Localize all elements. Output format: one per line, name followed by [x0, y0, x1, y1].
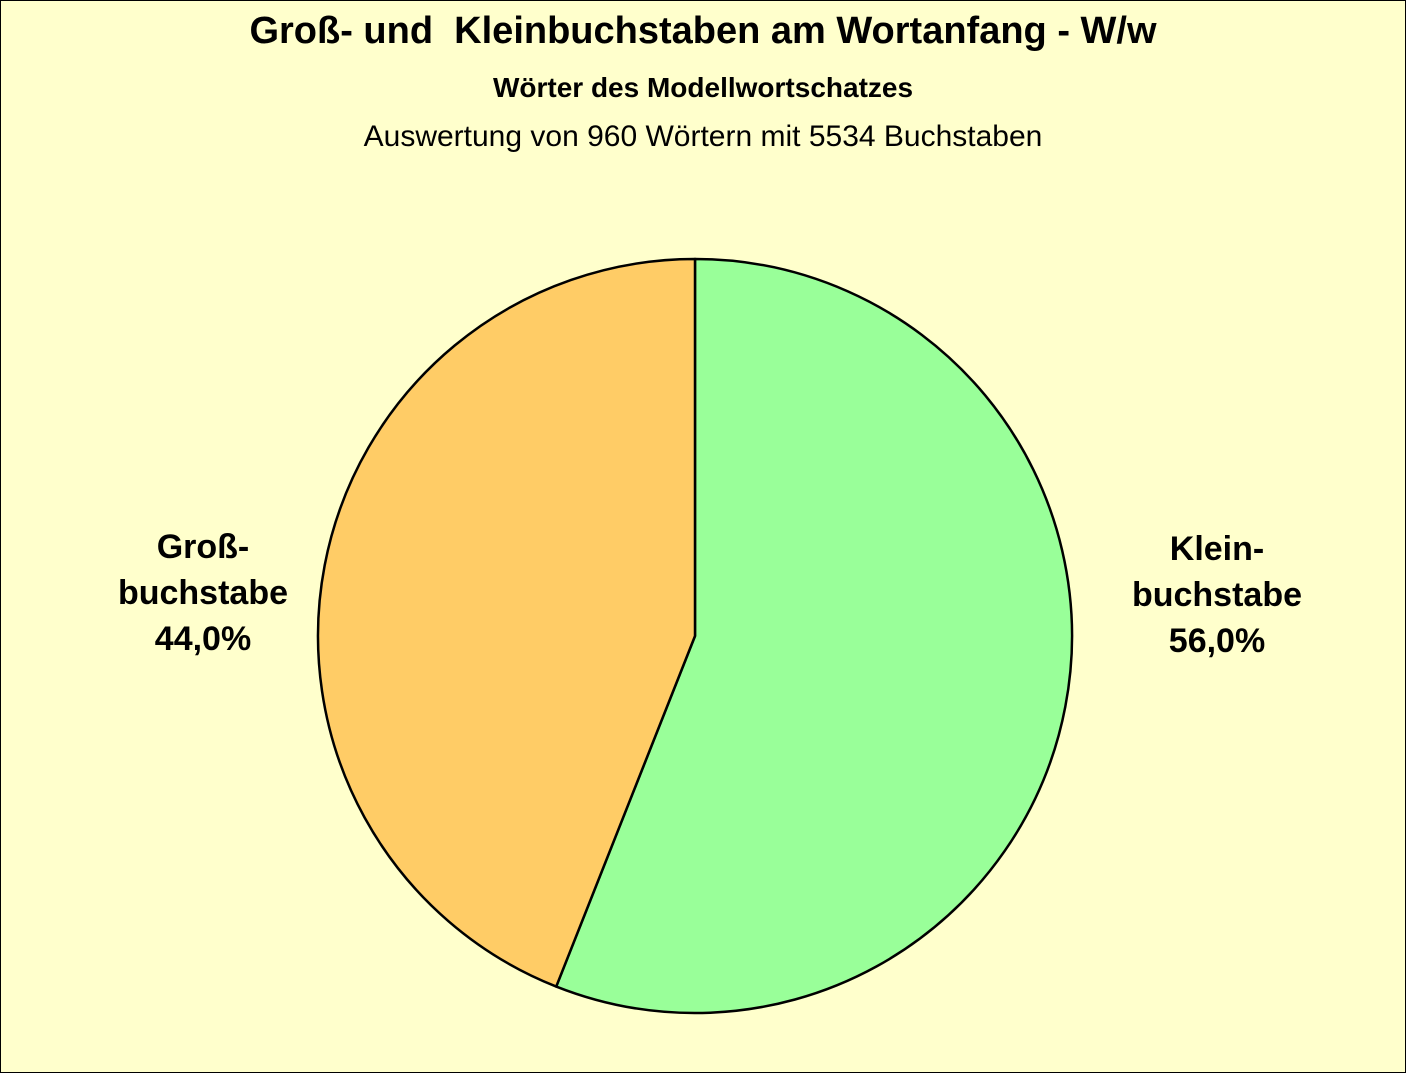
chart-title: Groß- und Kleinbuchstaben am Wortanfang …	[249, 10, 1157, 52]
slice-label-kleinbuchstabe: Klein-buchstabe 56,0%	[1132, 530, 1302, 660]
pie-slice-kleinbuchstabe	[554, 257, 1074, 1015]
slice-percent-label: 56,0%	[1169, 622, 1265, 660]
slice-name-label: Groß-	[157, 528, 250, 566]
pie-slice-grossbuchstabe	[316, 257, 697, 988]
pie-slices	[316, 257, 1074, 1015]
slice-name-label: buchstabe	[118, 574, 288, 612]
chart-note: Auswertung von 960 Wörtern mit 5534 Buch…	[363, 120, 1043, 153]
slice-name-label: Klein-	[1170, 530, 1264, 568]
pie-labels: Klein-buchstabe 56,0% Groß-buchstabe 44,0%	[118, 528, 1302, 660]
slice-name-label: buchstabe	[1132, 576, 1302, 614]
slice-label-grossbuchstabe: Groß-buchstabe 44,0%	[118, 528, 288, 658]
slice-percent-label: 44,0%	[155, 620, 251, 658]
chart-subtitle: Wörter des Modellwortschatzes	[492, 72, 914, 103]
